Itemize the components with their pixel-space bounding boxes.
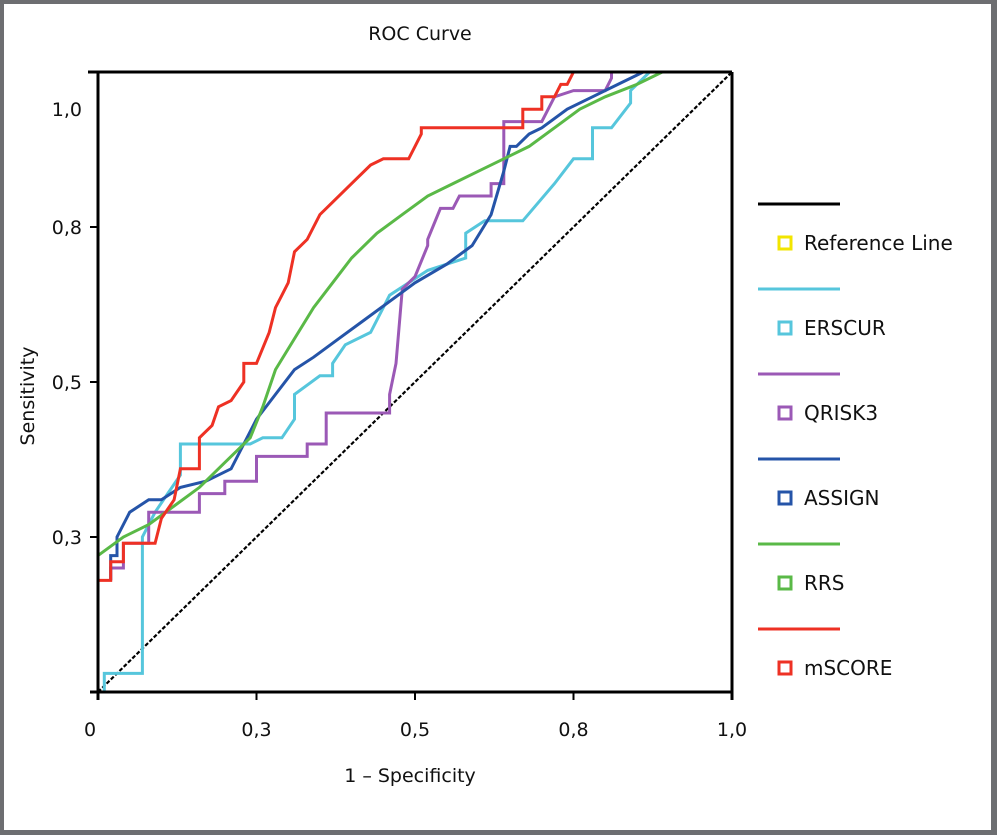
x-axis-label: 1 – Specificity <box>344 765 476 787</box>
legend-label: mSCORE <box>804 656 892 680</box>
series-line-rrs <box>97 70 732 557</box>
series-line-qrisk3 <box>109 70 732 581</box>
legend-marker-icon <box>777 320 793 336</box>
legend-label: ASSIGN <box>804 486 879 510</box>
x-tick-label: 0 <box>84 719 96 741</box>
x-tick-label: 0,5 <box>400 719 430 741</box>
x-tick-label: 0,8 <box>558 719 588 741</box>
plot-area <box>97 70 733 693</box>
legend-label: Reference Line <box>804 231 953 255</box>
legend-marker-icon <box>777 405 793 421</box>
series-line-mscore <box>98 70 732 582</box>
legend-marker-icon <box>777 235 793 251</box>
y-tick-label: 0,3 <box>52 527 82 549</box>
series-line-reference-line <box>97 71 733 693</box>
y-axis-label: Sensitivity <box>17 347 39 446</box>
y-tick-label: 0,8 <box>52 217 82 239</box>
legend-label: RRS <box>804 571 845 595</box>
legend-label: ERSCUR <box>804 316 886 340</box>
legend-marker-icon <box>777 660 793 676</box>
x-tick-label: 1,0 <box>717 719 747 741</box>
x-tick-label: 0,3 <box>241 719 271 741</box>
legend-marker-icon <box>777 575 793 591</box>
series-line-assign <box>109 70 732 581</box>
legend: Reference Line ERSCUR QRISK3 ASSIGN RRS mSCOR… <box>758 202 953 680</box>
y-tick-label: 0,5 <box>52 372 82 394</box>
chart-title: ROC Curve <box>368 23 472 45</box>
legend-marker-icon <box>777 490 793 506</box>
legend-label: QRISK3 <box>804 401 878 425</box>
y-tick-label: 1,0 <box>52 99 82 121</box>
series-line-erscur <box>102 70 732 692</box>
axes: 0 0,3 0,5 0,8 1,0 0,3 0,5 0,8 1,0 <box>52 70 747 741</box>
